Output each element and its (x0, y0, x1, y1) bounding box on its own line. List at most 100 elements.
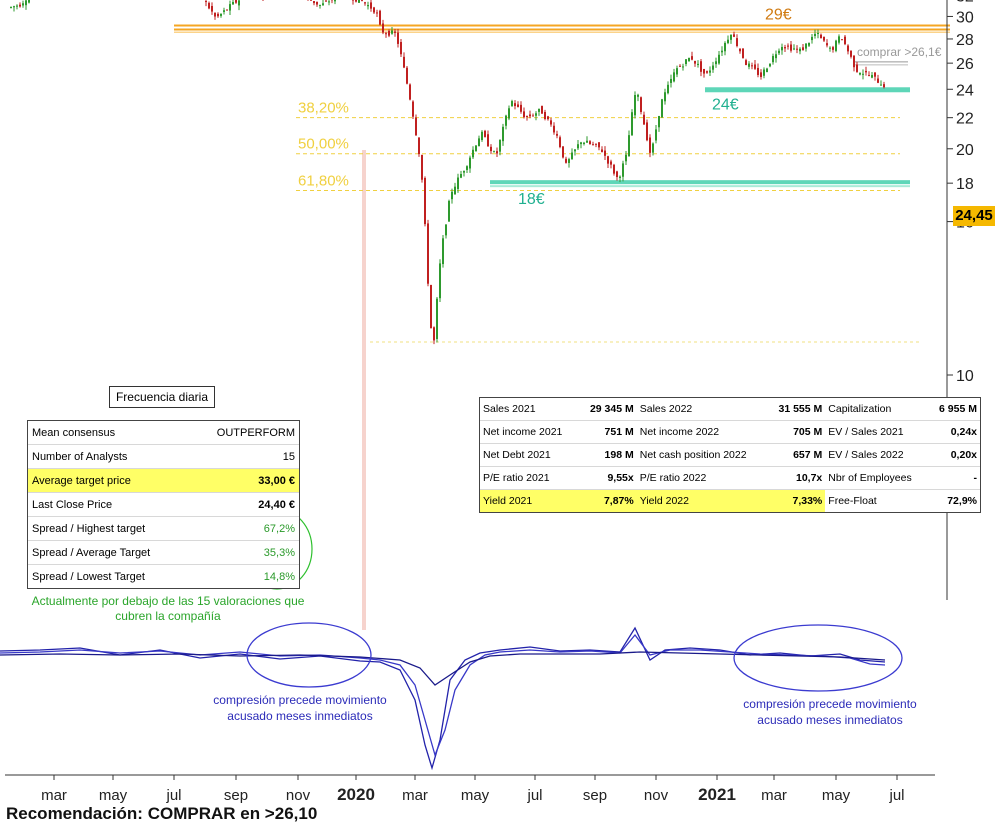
candle-body (316, 2, 318, 5)
candle-body (469, 158, 471, 169)
candle-body (718, 55, 720, 64)
candle-body (787, 46, 789, 47)
candle-body (547, 116, 549, 119)
x-tick-label: 2021 (698, 785, 736, 804)
candle-body (550, 120, 552, 124)
candle-body (751, 65, 753, 66)
x-tick-label: mar (41, 787, 67, 804)
candle-body (430, 285, 432, 328)
candle-body (442, 238, 444, 264)
candle-body (847, 46, 849, 52)
candle-body (739, 49, 741, 51)
candle-body (388, 31, 390, 36)
candle-body (781, 47, 783, 50)
candle-body (772, 56, 774, 62)
candle-body (688, 58, 690, 61)
candle-body (16, 6, 18, 7)
support-line-18 (490, 180, 910, 184)
candle-body (472, 150, 474, 157)
candle-body (880, 85, 882, 86)
candle-body (649, 138, 651, 153)
candle-body (400, 42, 402, 54)
buy-label: comprar >26,1€ (857, 45, 942, 59)
candle-body (403, 57, 405, 68)
price-tick-label: 22 (956, 111, 974, 128)
price-tick-label: 24 (956, 82, 974, 99)
candle-body (697, 64, 699, 65)
fundamentals-label: Sales 2021 (480, 398, 579, 421)
candle-body (808, 43, 810, 46)
candle-body (217, 14, 219, 16)
consensus-value: 33,00 € (189, 469, 299, 493)
fundamentals-label: Yield 2021 (480, 490, 579, 513)
fundamentals-value: 72,9% (929, 490, 980, 513)
candle-body (850, 51, 852, 57)
support-line-18-b (490, 185, 910, 187)
x-tick-label: may (822, 787, 851, 804)
candle-body (796, 49, 798, 50)
candle-body (28, 0, 30, 3)
candle-body (424, 178, 426, 224)
candle-body (733, 34, 735, 36)
x-tick-label: jul (165, 787, 181, 804)
candle-body (433, 327, 435, 340)
candle-body (694, 61, 696, 64)
candle-body (844, 37, 846, 44)
candle-body (574, 149, 576, 151)
candle-body (481, 132, 483, 140)
consensus-label: Number of Analysts (28, 445, 189, 469)
candle-body (601, 149, 603, 151)
support-line-24 (705, 87, 910, 92)
fundamentals-value: 29 345 M (579, 398, 637, 421)
candle-body (535, 113, 537, 115)
candle-body (580, 142, 582, 144)
candle-body (436, 299, 438, 339)
resistance-line-29-a (174, 25, 950, 27)
candle-body (661, 99, 663, 117)
candle-body (496, 151, 498, 153)
candle-body (631, 112, 633, 135)
candle-body (700, 61, 702, 72)
candle-body (397, 33, 399, 44)
candle-body (10, 7, 12, 8)
indicator-line (0, 652, 885, 685)
fundamentals-value: 6 955 M (929, 398, 980, 421)
candle-body (226, 10, 228, 11)
candle-body (517, 104, 519, 106)
candle-body (499, 140, 501, 152)
candle-body (607, 156, 609, 163)
compression-note-1: compresión precede movimiento acusado me… (190, 692, 410, 724)
candle-body (520, 105, 522, 112)
event-marker-line (362, 150, 366, 630)
candle-body (487, 134, 489, 146)
candle-body (466, 166, 468, 170)
candle-body (322, 3, 324, 5)
candle-body (868, 75, 870, 76)
x-tick-label: jul (526, 787, 542, 804)
fundamentals-value: 31 555 M (768, 398, 826, 421)
candle-body (865, 71, 867, 72)
candle-body (703, 69, 705, 74)
fundamentals-value: 705 M (768, 421, 826, 444)
candle-body (475, 146, 477, 151)
candle-body (352, 0, 354, 1)
candle-body (364, 2, 366, 3)
candle-body (862, 74, 864, 75)
fundamentals-label: Net cash position 2022 (637, 444, 768, 467)
candle-body (763, 70, 765, 76)
candle-body (766, 69, 768, 72)
candle-body (556, 134, 558, 136)
x-tick-label: nov (644, 787, 669, 804)
candle-body (505, 116, 507, 126)
candle-body (526, 116, 528, 117)
fundamentals-value: 7,33% (768, 490, 826, 513)
candle-body (652, 144, 654, 153)
candle-body (418, 138, 420, 154)
candle-body (502, 127, 504, 141)
candle-body (883, 84, 885, 87)
candle-body (22, 3, 24, 5)
candle-body (514, 103, 516, 106)
candle-body (511, 101, 513, 106)
